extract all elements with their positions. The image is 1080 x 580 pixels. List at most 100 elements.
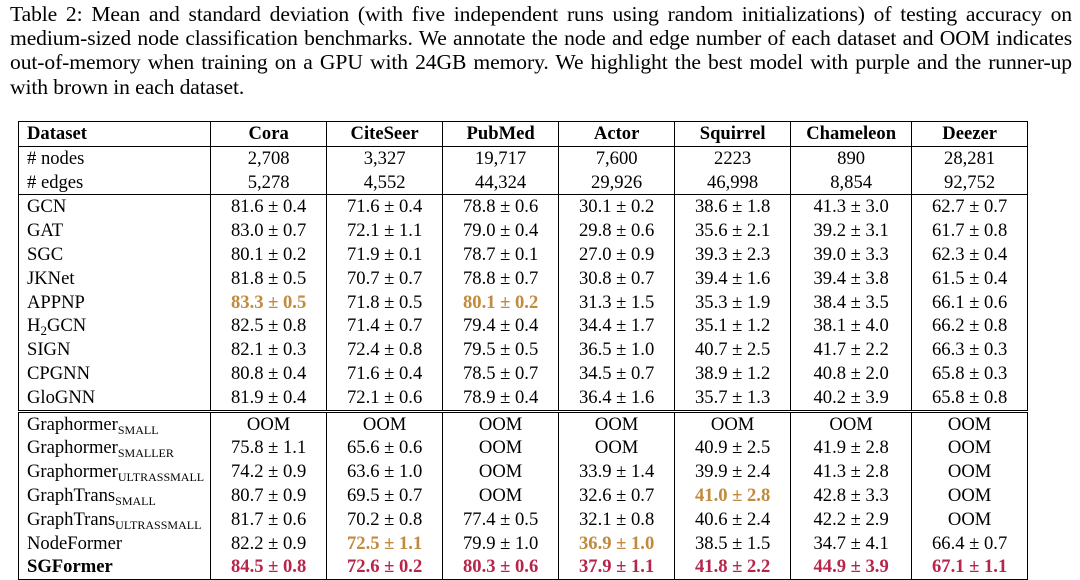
best-value: 67.1 ± 1.1: [931, 556, 1008, 578]
value-cell: 34.7 ± 4.1: [790, 531, 913, 556]
value-cell: 71.6 ± 0.4: [326, 194, 444, 220]
value-cell: OOM: [911, 409, 1028, 437]
value-cell: OOM: [210, 409, 328, 437]
value-cell: 62.3 ± 0.4: [912, 243, 1028, 267]
value-cell: 79.9 ± 1.0: [442, 531, 560, 556]
value-text: 74.2 ± 0.9: [230, 461, 307, 483]
model-name-subscript: SMALLER: [117, 446, 174, 461]
value-cell: 80.7 ± 0.9: [210, 483, 328, 508]
value-text: 39.0 ± 3.3: [813, 243, 889, 265]
value-cell: 70.7 ± 0.7: [326, 266, 444, 291]
model-name: SGFormer: [27, 556, 113, 578]
table-row: SIGN 82.1 ± 0.3 72.4 ± 0.8 79.5 ± 0.5 36.5 ±…: [18, 338, 1028, 362]
value-text: OOM: [594, 437, 639, 459]
value-cell: OOM: [326, 409, 444, 437]
value-text: 83.0 ± 0.7: [230, 220, 307, 242]
table-row: GAT 83.0 ± 0.7 72.1 ± 1.1 79.0 ± 0.4 29.8 ± …: [18, 219, 1028, 243]
value-cell: 80.8 ± 0.4: [210, 361, 328, 386]
value-cell: 72.1 ± 1.1: [326, 219, 444, 243]
value-cell: 3,327: [326, 145, 444, 171]
model-name: SIGN: [27, 339, 71, 361]
value-text: OOM: [947, 437, 992, 459]
value-cell: 41.3 ± 2.8: [790, 460, 913, 484]
value-text: 66.4 ± 0.7: [931, 532, 1008, 554]
value-text: 72.1 ± 1.1: [346, 220, 423, 242]
value-text: 40.7 ± 2.5: [694, 339, 771, 361]
value-cell: 41.0 ± 2.8: [674, 483, 792, 508]
value-text: 70.7 ± 0.7: [346, 267, 423, 289]
runner-up-value: 83.3 ± 0.5: [230, 291, 307, 313]
value-cell: 74.2 ± 0.9: [210, 460, 328, 484]
value-cell: 41.7 ± 2.2: [790, 338, 913, 362]
best-value: 37.9 ± 1.1: [578, 556, 655, 578]
table-row: CPGNN 80.8 ± 0.4 71.6 ± 0.4 78.5 ± 0.7 34.5 …: [18, 361, 1028, 386]
value-cell: 42.8 ± 3.3: [790, 483, 913, 508]
value-cell: 82.5 ± 0.8: [210, 314, 328, 339]
value-text: OOM: [947, 508, 992, 530]
value-cell: 78.8 ± 0.6: [442, 194, 560, 220]
model-name-cell: SIGN: [18, 338, 212, 362]
dataset-header-squirrel: Squirrel: [674, 121, 792, 147]
value-cell: 81.7 ± 0.6: [210, 507, 328, 532]
value-cell: 38.4 ± 3.5: [790, 290, 913, 315]
value-cell: 30.1 ± 0.2: [558, 194, 676, 220]
value-text: 82.2 ± 0.9: [230, 532, 307, 554]
value-cell: 40.8 ± 2.0: [790, 361, 913, 386]
value-text: 61.7 ± 0.8: [931, 220, 1008, 242]
value-cell: 66.2 ± 0.8: [912, 314, 1028, 338]
table-row: GraphormerSMALL OOM OOM OOM OOM OOM OOM OOM: [18, 409, 1028, 437]
value-cell: 66.3 ± 0.3: [912, 338, 1028, 362]
value-text: 38.9 ± 1.2: [694, 362, 771, 384]
value-text: 71.6 ± 0.4: [346, 362, 423, 384]
model-name: H: [27, 315, 41, 337]
value-text: 79.9 ± 1.0: [462, 532, 539, 554]
value-text: 35.3 ± 1.9: [694, 291, 771, 313]
value-cell: OOM: [790, 409, 913, 437]
value-cell: 61.5 ± 0.4: [912, 267, 1028, 291]
value-text: 28,281: [944, 147, 996, 169]
value-cell: 69.5 ± 0.7: [326, 483, 444, 508]
value-cell: 78.9 ± 0.4: [442, 385, 560, 412]
dataset-header: Dataset: [18, 121, 212, 147]
value-text: 92,752: [944, 171, 996, 193]
value-text: 62.3 ± 0.4: [931, 243, 1008, 265]
value-text: 65.6 ± 0.6: [346, 437, 423, 459]
value-text: OOM: [947, 413, 992, 435]
model-name-cell: GCN: [18, 194, 212, 220]
value-text: 38.1 ± 4.0: [813, 315, 889, 337]
value-text: 44,324: [475, 171, 527, 193]
value-text: 42.8 ± 3.3: [813, 484, 889, 506]
value-cell: 38.5 ± 1.5: [674, 531, 792, 556]
value-cell: 32.6 ± 0.7: [558, 483, 676, 508]
runner-up-value: 72.5 ± 1.1: [346, 532, 423, 554]
value-text: OOM: [362, 413, 407, 435]
value-text: 30.1 ± 0.2: [578, 196, 655, 218]
value-text: 66.3 ± 0.3: [931, 339, 1008, 361]
table-row: GraphTransULTRASSMALL 81.7 ± 0.6 70.2 ± 0.…: [18, 507, 1028, 532]
value-text: OOM: [246, 413, 291, 435]
model-name: APPNP: [27, 291, 85, 313]
table-row: GraphormerULTRASSMALL 74.2 ± 0.9 63.6 ± 1.…: [18, 460, 1028, 484]
value-cell: 81.6 ± 0.4: [210, 194, 328, 220]
value-text: 82.5 ± 0.8: [230, 315, 307, 337]
table-row: H2GCN 82.5 ± 0.8 71.4 ± 0.7 79.4 ± 0.4 34.4 …: [18, 314, 1028, 339]
value-text: 40.8 ± 2.0: [813, 362, 889, 384]
model-name: NodeFormer: [27, 532, 123, 554]
value-text: 41.3 ± 3.0: [813, 196, 889, 218]
runner-up-value: 41.0 ± 2.8: [694, 484, 771, 506]
value-cell: 34.4 ± 1.7: [558, 314, 676, 339]
value-text: 32.6 ± 0.7: [578, 484, 655, 506]
value-cell: 35.1 ± 1.2: [674, 314, 792, 339]
value-cell: 71.9 ± 0.1: [326, 242, 444, 267]
value-cell: OOM: [442, 483, 560, 508]
value-cell: 70.2 ± 0.8: [326, 507, 444, 532]
value-cell: 83.0 ± 0.7: [210, 219, 328, 243]
value-cell: 35.7 ± 1.3: [674, 385, 792, 412]
table-row: GloGNN 81.9 ± 0.4 72.1 ± 0.6 78.9 ± 0.4 36.4…: [18, 385, 1028, 412]
value-cell: OOM: [442, 409, 560, 437]
value-cell: 66.1 ± 0.6: [912, 291, 1028, 315]
model-name-cell: JKNet: [18, 266, 212, 291]
value-cell: 39.3 ± 2.3: [674, 242, 792, 267]
dataset-header-citeseer: CiteSeer: [326, 121, 444, 147]
value-cell: 79.0 ± 0.4: [442, 219, 560, 243]
